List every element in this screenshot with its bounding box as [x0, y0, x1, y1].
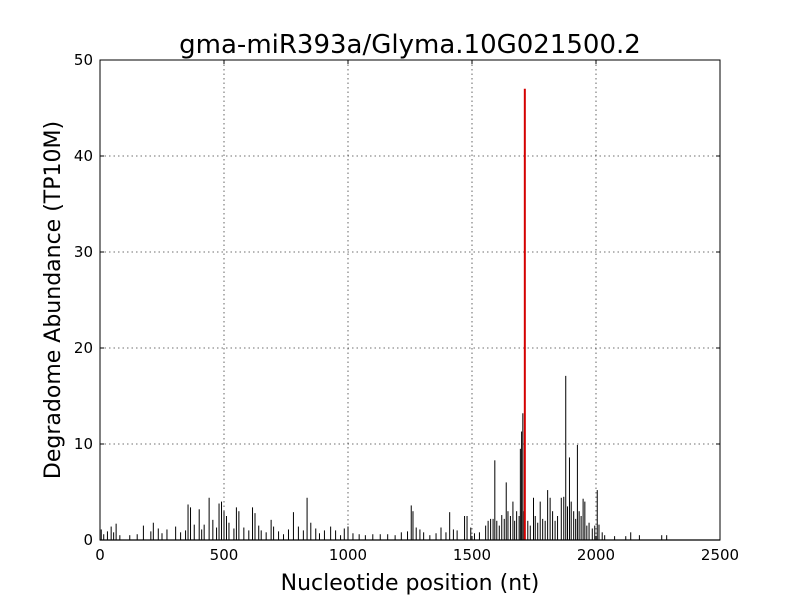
y-tick-label: 40	[74, 147, 93, 165]
x-tick-label: 1000	[329, 546, 367, 564]
x-tick-label: 500	[210, 546, 239, 564]
y-tick-label: 0	[83, 531, 93, 549]
y-tick-label: 20	[74, 339, 93, 357]
y-axis-label: Degradome Abundance (TP10M)	[41, 121, 66, 479]
x-tick-label: 0	[95, 546, 105, 564]
axis-ticks: 0 500 1000 1500 2000 2500 0 10 20 30 40 50	[74, 51, 739, 564]
y-tick-label: 30	[74, 243, 93, 261]
x-tick-label: 1500	[453, 546, 491, 564]
y-tick-label: 10	[74, 435, 93, 453]
x-tick-label: 2000	[577, 546, 615, 564]
y-tick-label: 50	[74, 51, 93, 69]
grid-lines	[100, 60, 720, 540]
plot-frame	[99, 59, 721, 541]
data-bars	[100, 88, 720, 541]
chart-title: gma-miR393a/Glyma.10G021500.2	[179, 30, 641, 60]
x-axis-label: Nucleotide position (nt)	[281, 571, 540, 596]
x-tick-label: 2500	[701, 546, 739, 564]
